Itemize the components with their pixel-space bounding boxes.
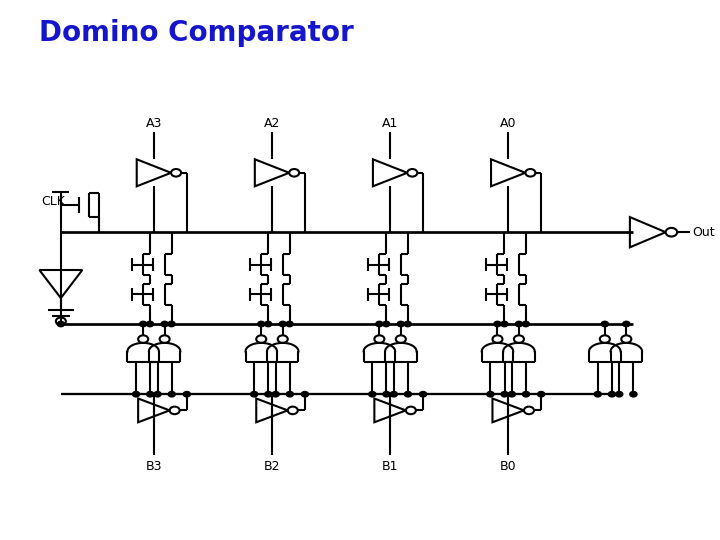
Circle shape	[608, 392, 616, 397]
Circle shape	[523, 392, 530, 397]
Circle shape	[140, 321, 147, 327]
Circle shape	[538, 392, 545, 397]
Circle shape	[302, 392, 308, 397]
Circle shape	[258, 321, 265, 327]
Circle shape	[251, 392, 258, 397]
Text: Out: Out	[692, 226, 715, 239]
Circle shape	[487, 392, 494, 397]
Circle shape	[184, 392, 190, 397]
Circle shape	[265, 392, 272, 397]
Circle shape	[154, 392, 161, 397]
Circle shape	[522, 321, 529, 327]
Text: B3: B3	[145, 460, 162, 473]
Circle shape	[168, 321, 175, 327]
Circle shape	[286, 321, 293, 327]
Text: CLK: CLK	[41, 195, 65, 208]
Circle shape	[516, 321, 523, 327]
Circle shape	[58, 321, 64, 327]
Circle shape	[161, 321, 168, 327]
Circle shape	[376, 321, 383, 327]
Circle shape	[501, 321, 508, 327]
Circle shape	[508, 392, 516, 397]
Circle shape	[146, 321, 153, 327]
Text: Domino Comparator: Domino Comparator	[40, 19, 354, 47]
Circle shape	[405, 392, 412, 397]
Circle shape	[623, 321, 630, 327]
Circle shape	[132, 392, 140, 397]
Text: A1: A1	[382, 117, 398, 130]
Circle shape	[147, 392, 154, 397]
Circle shape	[272, 392, 279, 397]
Text: A0: A0	[500, 117, 516, 130]
Circle shape	[616, 392, 623, 397]
Circle shape	[397, 321, 405, 327]
Circle shape	[390, 392, 397, 397]
Text: A2: A2	[264, 117, 280, 130]
Circle shape	[594, 392, 601, 397]
Circle shape	[369, 392, 376, 397]
Circle shape	[168, 392, 175, 397]
Circle shape	[287, 392, 294, 397]
Circle shape	[382, 321, 390, 327]
Circle shape	[279, 321, 287, 327]
Circle shape	[501, 392, 508, 397]
Text: A3: A3	[145, 117, 162, 130]
Circle shape	[630, 392, 637, 397]
Circle shape	[264, 321, 271, 327]
Text: B1: B1	[382, 460, 398, 473]
Circle shape	[383, 392, 390, 397]
Circle shape	[404, 321, 411, 327]
Text: B2: B2	[264, 460, 280, 473]
Text: B0: B0	[500, 460, 516, 473]
Circle shape	[601, 321, 608, 327]
Circle shape	[420, 392, 427, 397]
Circle shape	[494, 321, 501, 327]
